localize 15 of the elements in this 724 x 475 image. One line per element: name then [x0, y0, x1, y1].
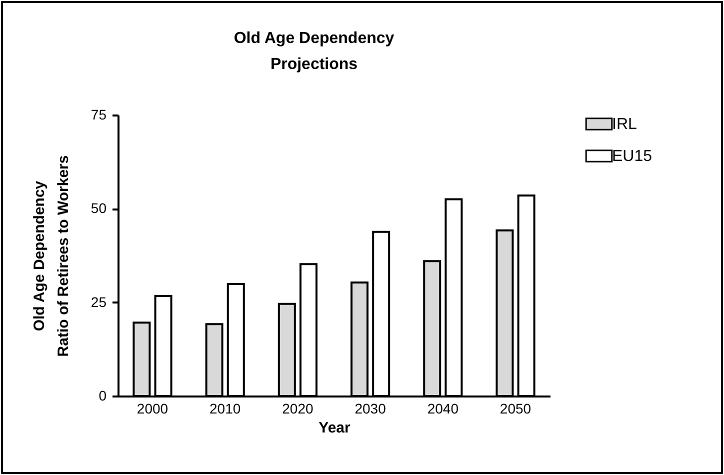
x-tick-label: 2000	[136, 400, 168, 416]
x-axis-title: Year	[318, 420, 351, 436]
chart-title: Old Age Dependency Projections	[234, 30, 394, 73]
x-tick-label: 2040	[427, 400, 459, 416]
y-tick-label: 75	[90, 106, 107, 122]
y-tick-label: 0	[98, 388, 107, 404]
x-tick-label: 2010	[210, 400, 241, 416]
x-tick-label: 2030	[354, 400, 386, 416]
legend-label: EU15	[612, 148, 652, 165]
x-tick-label: 2050	[500, 400, 532, 416]
legend-label: IRL	[612, 116, 637, 133]
y-tick-label: 50	[90, 200, 107, 216]
x-tick-label: 2020	[282, 400, 314, 416]
y-tick-label: 25	[90, 294, 107, 310]
y-axis-title: Old Age Dependency Ratio of Retirees to Workers	[30, 155, 72, 357]
